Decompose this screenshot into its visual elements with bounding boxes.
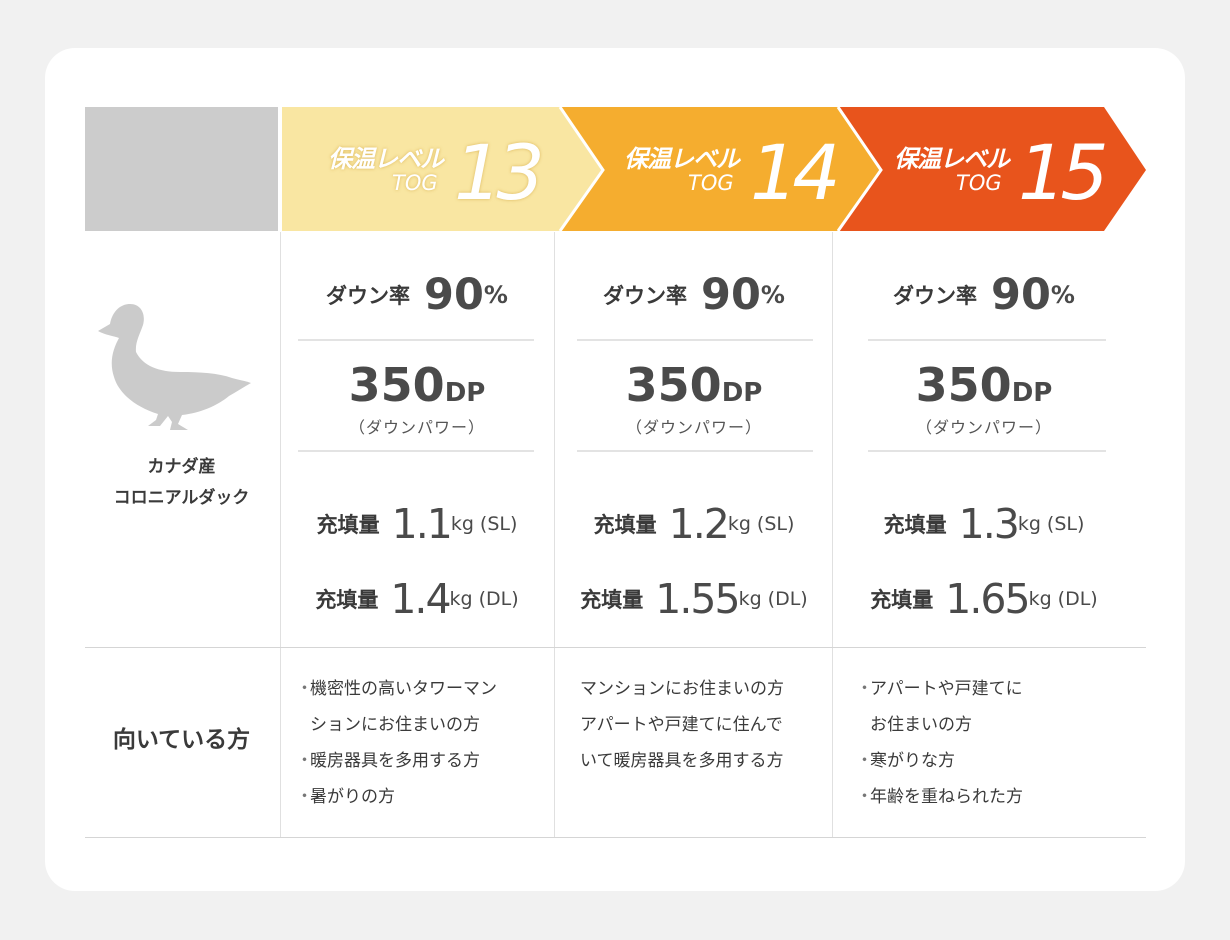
cell-divider xyxy=(298,339,534,341)
duck-icon xyxy=(98,304,251,430)
cell-divider xyxy=(868,450,1106,452)
level-15-label: 保温レベル TOG 15 xyxy=(894,128,1109,217)
down-ratio: ダウン率 90% xyxy=(326,270,508,320)
level-14-arrow xyxy=(560,107,881,231)
cell-divider xyxy=(577,450,813,452)
level-arrow-bar xyxy=(282,106,1146,232)
fill-amount-sl: 充填量 1.1kg (SL) xyxy=(316,500,518,548)
suitable-row-label: 向いている方 xyxy=(112,727,251,753)
level-15-arrow xyxy=(838,107,1146,231)
fill-amount-dl: 充填量 1.65kg (DL) xyxy=(870,575,1098,623)
fill-amount-dl: 充填量 1.4kg (DL) xyxy=(315,575,519,623)
down-power-note: （ダウンパワー） xyxy=(625,418,762,437)
column-divider xyxy=(832,232,833,838)
suitable-text-14: マンションにお住まいの方 アパートや戸建てに住んで いて暖房器具を多用する方 xyxy=(580,679,784,771)
cell-divider xyxy=(298,450,534,452)
cell-divider xyxy=(577,339,813,341)
level-13-label: 保温レベル TOG 13 xyxy=(328,128,545,217)
cell-divider xyxy=(868,339,1106,341)
column-divider xyxy=(280,232,281,838)
fill-amount-sl: 充填量 1.2kg (SL) xyxy=(593,500,795,548)
origin-label: カナダ産 コロニアルダック xyxy=(113,457,250,508)
down-ratio: ダウン率 90% xyxy=(603,270,785,320)
fill-amount-dl: 充填量 1.55kg (DL) xyxy=(580,575,808,623)
level-13-arrow xyxy=(282,107,603,231)
table-bottom-border xyxy=(85,837,1146,838)
level-14-label: 保温レベル TOG 14 xyxy=(624,128,841,217)
down-power-note: （ダウンパワー） xyxy=(915,418,1052,437)
header-blank-cell xyxy=(85,107,278,231)
suitable-text-15: ・アパートや戸建てに お住まいの方 ・寒がりな方 ・年齢を重ねられた方 xyxy=(856,679,1023,807)
row-divider xyxy=(85,647,1146,648)
down-ratio: ダウン率 90% xyxy=(893,270,1075,320)
column-divider xyxy=(554,232,555,838)
down-power: 350DP xyxy=(625,358,763,412)
down-power: 350DP xyxy=(348,358,486,412)
down-power: 350DP xyxy=(915,358,1053,412)
down-power-note: （ダウンパワー） xyxy=(348,418,485,437)
suitable-text-13: ・機密性の高いタワーマン ションにお住まいの方 ・暖房器具を多用する方 ・暑がり… xyxy=(296,679,497,807)
fill-amount-sl: 充填量 1.3kg (SL) xyxy=(883,500,1085,548)
